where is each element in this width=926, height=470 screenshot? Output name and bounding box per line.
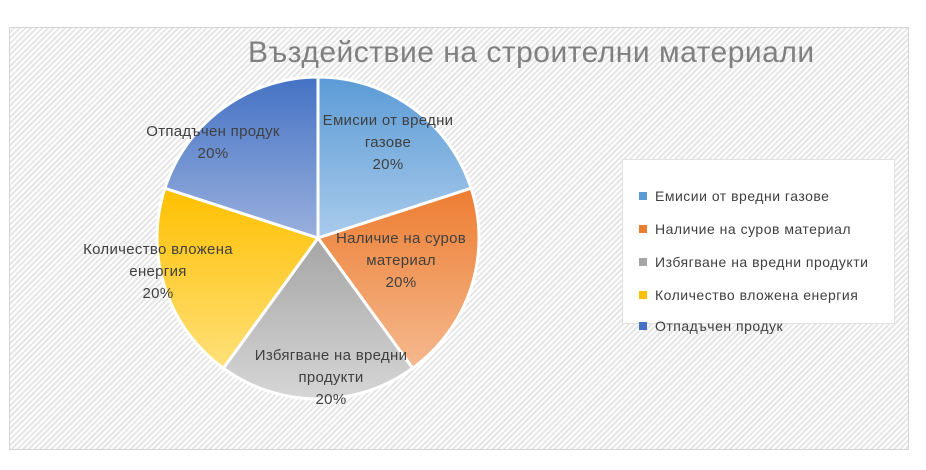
legend-item-energy: Количество вложена енергия: [639, 285, 858, 305]
legend-label: Емисии от вредни газове: [655, 188, 830, 204]
pie-slice-raw-material: [316, 186, 481, 370]
data-label-emissions: Емисии от вредни газове 20%: [323, 112, 454, 173]
data-label-waste: Отпадъчен продук 20%: [146, 123, 280, 162]
legend-item-waste: Отпадъчен продук: [639, 316, 783, 336]
data-label-energy: Количество вложена енергия 20%: [83, 241, 233, 302]
pie-slice-emissions: [316, 75, 473, 240]
legend-swatch: [639, 258, 647, 266]
legend-swatch: [639, 322, 647, 330]
legend-swatch: [639, 291, 647, 299]
legend-item-emissions: Емисии от вредни газове: [639, 186, 829, 206]
legend-label: Количество вложена енергия: [655, 287, 859, 303]
legend-item-raw-material: Наличие на суров материал: [639, 219, 851, 239]
legend-label: Наличие на суров материал: [655, 221, 852, 237]
pie-slice-waste: [163, 75, 320, 240]
chart-legend: Емисии от вредни газове Наличие на суров…: [622, 159, 895, 334]
data-label-raw-material: Наличие на суров материал 20%: [336, 230, 466, 291]
legend-label: Отпадъчен продук: [655, 318, 784, 334]
pie-slices: [155, 75, 481, 401]
legend-swatch: [639, 225, 647, 233]
chart-area: Въздействие на строителни материали Емис…: [9, 27, 909, 450]
pie-data-labels: Емисии от вредни газове 20% Наличие на суро…: [83, 112, 466, 408]
pie-slice-avoid-harmful: [221, 236, 415, 401]
data-label-avoid-harmful: Избягване на вредни продукти 20%: [255, 347, 408, 408]
chart-title: Въздействие на строителни материали: [248, 36, 815, 69]
pie-chart: Емисии от вредни газове 20% Наличие на суро…: [83, 75, 481, 408]
pie-slice-energy: [155, 186, 320, 370]
legend-swatch: [639, 192, 647, 200]
legend-label: Избягване на вредни продукти: [655, 254, 869, 270]
legend-item-avoid-harmful: Избягване на вредни продукти: [639, 252, 868, 272]
